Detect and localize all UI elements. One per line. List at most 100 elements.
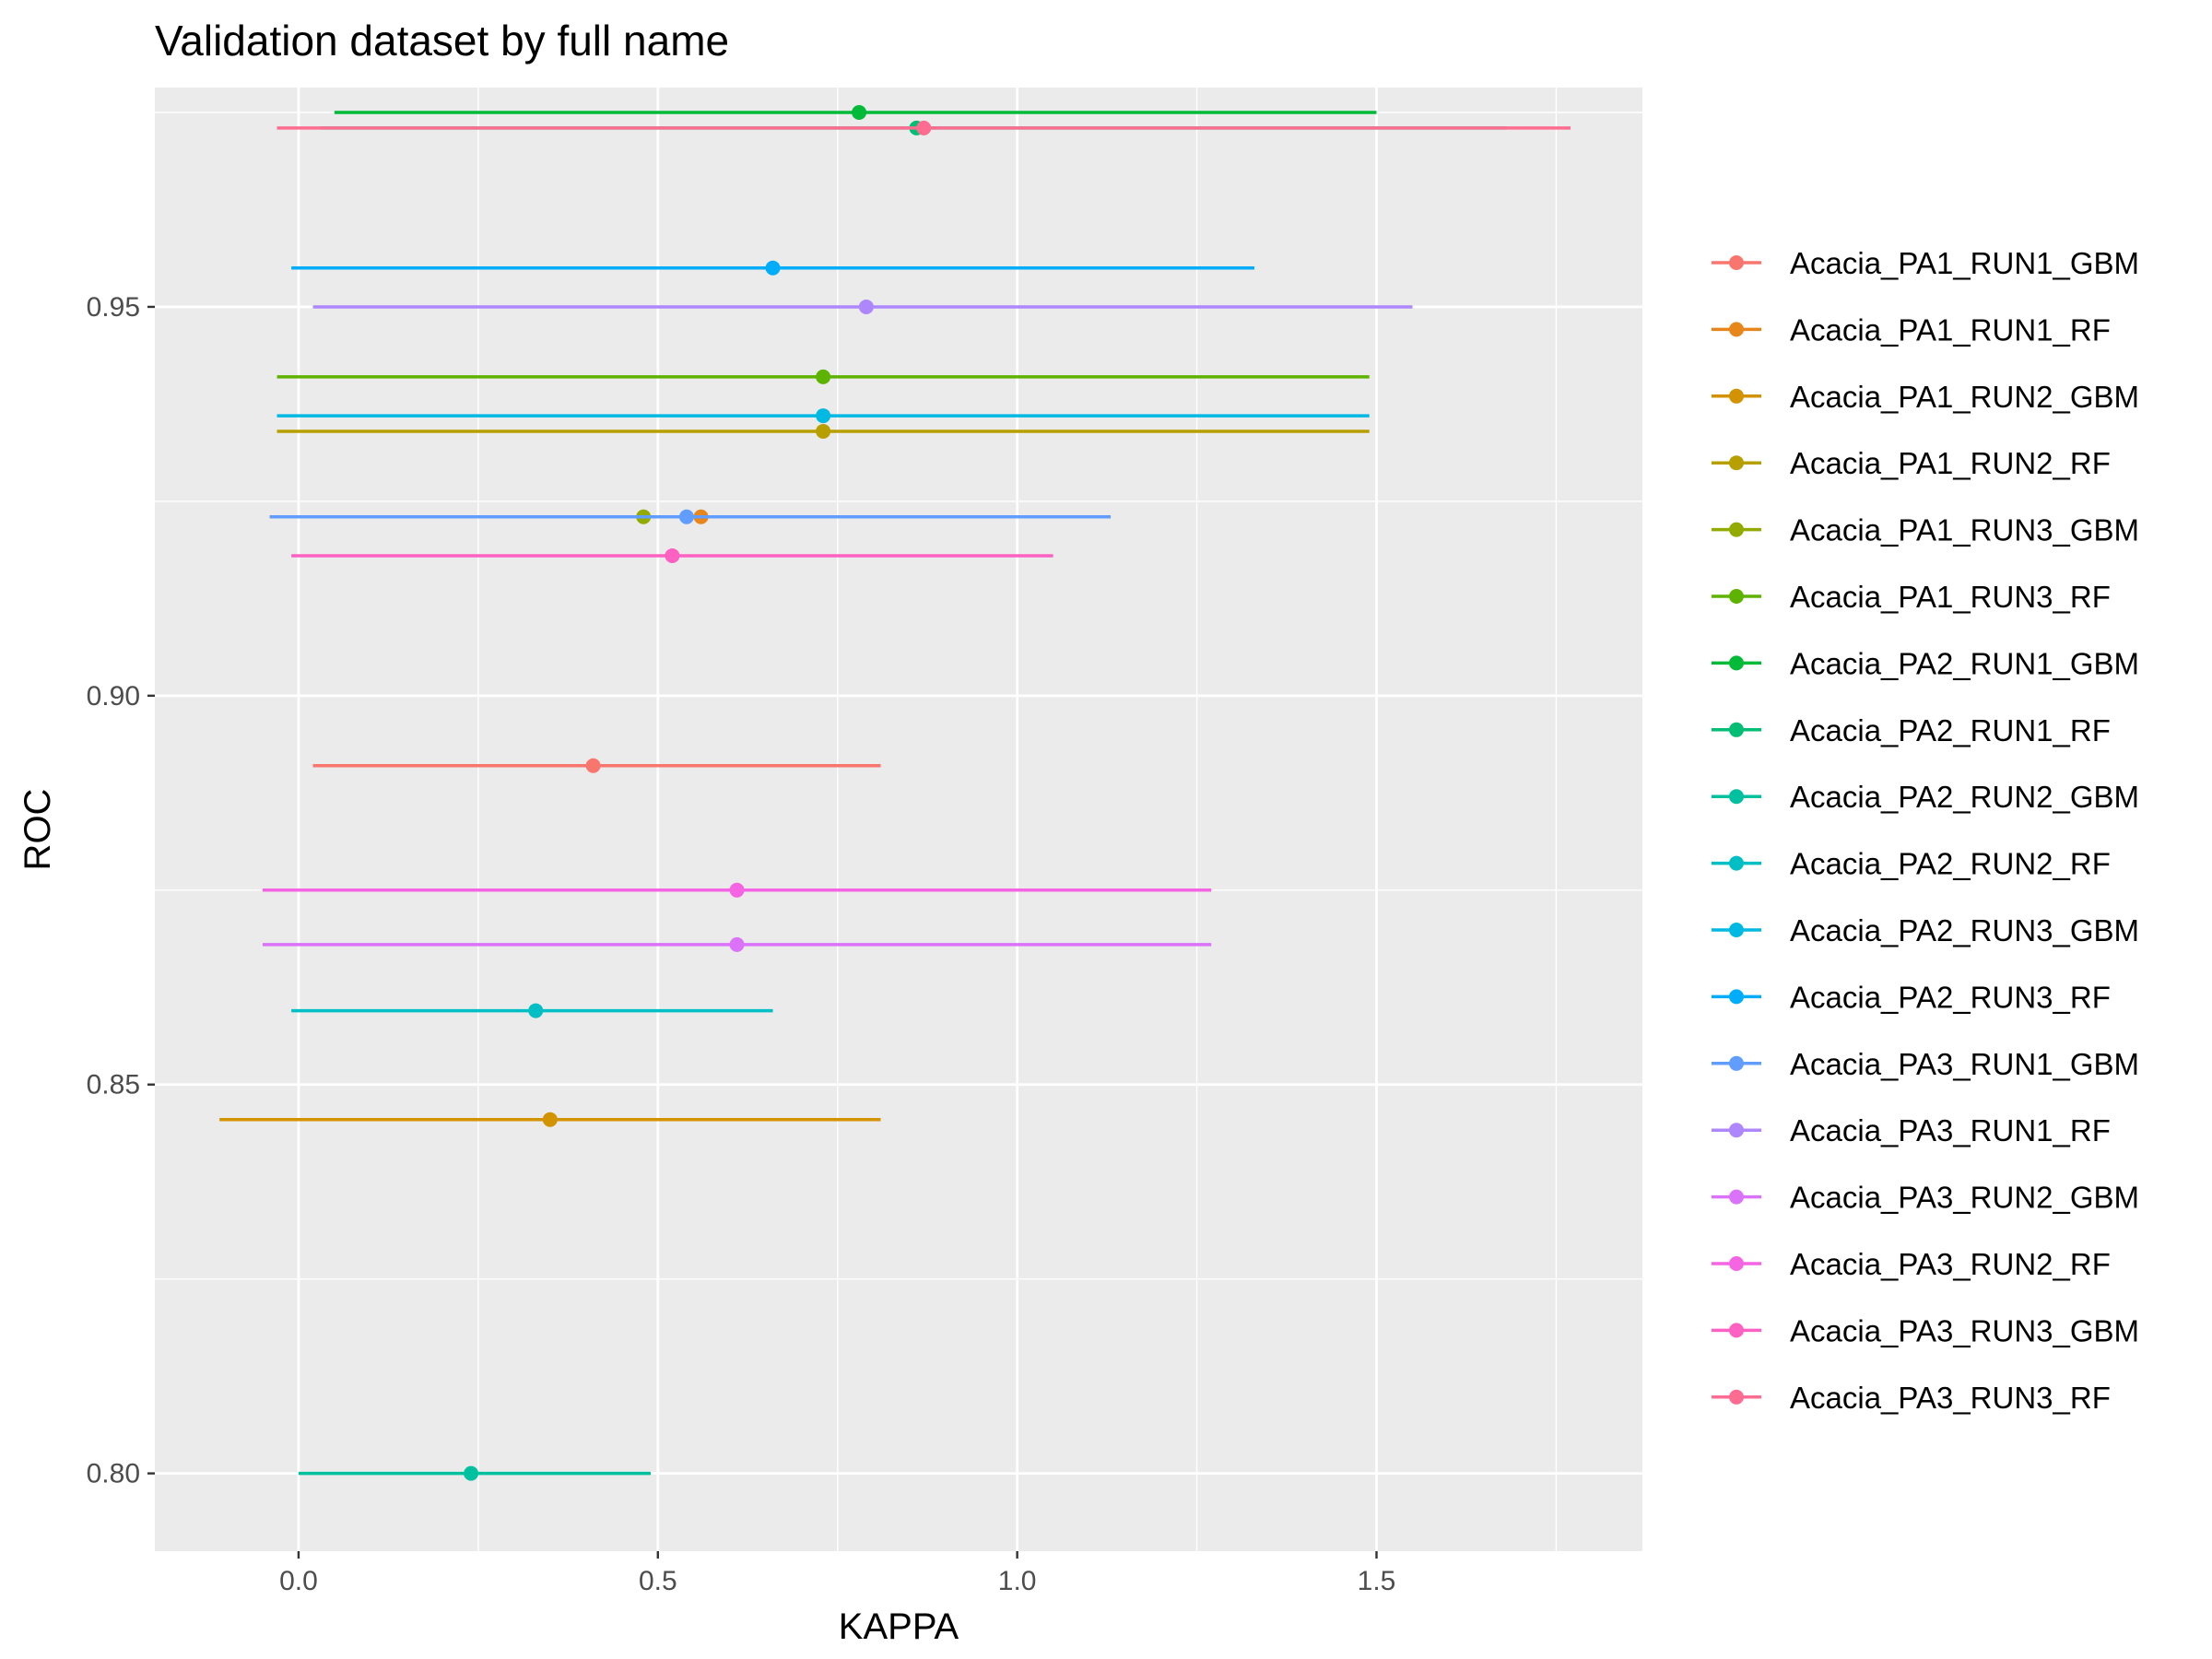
legend-label: Acacia_PA2_RUN1_RF — [1790, 713, 2111, 747]
data-point — [852, 105, 867, 121]
legend-key-point — [1729, 855, 1744, 871]
legend-key-point — [1729, 388, 1744, 404]
legend-label: Acacia_PA3_RUN1_GBM — [1790, 1047, 2139, 1081]
series-Acacia_PA2_RUN2_GBM — [298, 1465, 651, 1481]
series-Acacia_PA3_RUN3_GBM — [291, 547, 1053, 563]
legend-item: Acacia_PA2_RUN3_GBM — [1712, 913, 2139, 947]
plot-panel — [155, 88, 1642, 1551]
data-point — [464, 1465, 479, 1481]
legend-item: Acacia_PA1_RUN2_GBM — [1712, 380, 2139, 414]
series-Acacia_PA1_RUN1_GBM — [312, 758, 881, 773]
series-Acacia_PA3_RUN3_RF — [276, 120, 1571, 135]
legend-key-point — [1729, 655, 1744, 671]
x-axis-title: KAPPA — [839, 1606, 959, 1647]
legend-key-point — [1729, 1123, 1744, 1138]
data-point — [816, 423, 831, 439]
legend-label: Acacia_PA3_RUN2_RF — [1790, 1247, 2111, 1281]
series-Acacia_PA3_RUN2_RF — [262, 882, 1212, 898]
data-layer — [219, 105, 1571, 1481]
legend-label: Acacia_PA2_RUN3_GBM — [1790, 913, 2139, 947]
legend-item: Acacia_PA1_RUN1_RF — [1712, 312, 2111, 347]
x-tick-label: 0.0 — [279, 1566, 318, 1596]
series-Acacia_PA3_RUN1_GBM — [269, 509, 1112, 524]
legend-label: Acacia_PA1_RUN3_GBM — [1790, 513, 2139, 547]
legend-label: Acacia_PA1_RUN1_RF — [1790, 312, 2111, 347]
data-point — [665, 547, 680, 563]
legend-item: Acacia_PA3_RUN2_GBM — [1712, 1181, 2139, 1215]
series-Acacia_PA3_RUN1_RF — [312, 299, 1413, 314]
y-tick-label: 0.80 — [87, 1459, 140, 1489]
series-Acacia_PA2_RUN3_RF — [291, 260, 1254, 276]
series-Acacia_PA2_RUN2_RF — [291, 1003, 773, 1018]
legend-item: Acacia_PA2_RUN1_GBM — [1712, 646, 2139, 680]
legend-item: Acacia_PA2_RUN3_RF — [1712, 980, 2111, 1014]
legend-key-point — [1729, 589, 1744, 604]
series-Acacia_PA2_RUN3_GBM — [276, 408, 1370, 424]
legend-key-point — [1729, 1055, 1744, 1071]
y-tick-label: 0.95 — [87, 292, 140, 323]
legend-item: Acacia_PA1_RUN1_GBM — [1712, 246, 2139, 280]
legend-item: Acacia_PA1_RUN3_RF — [1712, 580, 2111, 614]
legend-key-point — [1729, 1389, 1744, 1405]
legend-label: Acacia_PA1_RUN1_GBM — [1790, 246, 2139, 280]
legend-label: Acacia_PA2_RUN2_RF — [1790, 847, 2111, 881]
data-point — [729, 882, 745, 898]
legend-label: Acacia_PA2_RUN3_RF — [1790, 980, 2111, 1014]
legend-key-point — [1729, 722, 1744, 737]
data-point — [816, 369, 831, 384]
data-point — [858, 299, 874, 314]
legend-key-point — [1729, 522, 1744, 537]
legend-item: Acacia_PA3_RUN2_RF — [1712, 1247, 2111, 1281]
legend-key-point — [1729, 255, 1744, 270]
legend-item: Acacia_PA2_RUN2_GBM — [1712, 780, 2139, 814]
legend-label: Acacia_PA2_RUN2_GBM — [1790, 780, 2139, 814]
y-axis-title: ROC — [18, 789, 58, 871]
legend-key-point — [1729, 322, 1744, 337]
legend-label: Acacia_PA1_RUN3_RF — [1790, 580, 2111, 614]
data-point — [528, 1003, 544, 1018]
series-Acacia_PA2_RUN1_GBM — [334, 105, 1377, 121]
legend-key-point — [1729, 989, 1744, 1005]
data-point — [585, 758, 601, 773]
legend-label: Acacia_PA2_RUN1_GBM — [1790, 646, 2139, 680]
y-tick-label: 0.85 — [87, 1070, 140, 1100]
x-tick-label: 1.0 — [998, 1566, 1037, 1596]
legend-key-point — [1729, 923, 1744, 937]
legend-key-point — [1729, 1256, 1744, 1271]
data-point — [916, 120, 932, 135]
legend-item: Acacia_PA2_RUN2_RF — [1712, 847, 2111, 881]
legend-label: Acacia_PA3_RUN3_RF — [1790, 1381, 2111, 1415]
series-Acacia_PA1_RUN3_RF — [276, 369, 1370, 384]
legend-item: Acacia_PA3_RUN3_GBM — [1712, 1313, 2139, 1347]
legend-item: Acacia_PA3_RUN3_RF — [1712, 1381, 2111, 1415]
legend-item: Acacia_PA3_RUN1_GBM — [1712, 1047, 2139, 1081]
legend-key-point — [1729, 1189, 1744, 1205]
legend-key-point — [1729, 789, 1744, 805]
series-Acacia_PA1_RUN2_GBM — [219, 1112, 881, 1127]
legend-key-point — [1729, 455, 1744, 471]
data-point — [816, 408, 831, 424]
legend-label: Acacia_PA3_RUN1_RF — [1790, 1113, 2111, 1147]
legend-key-point — [1729, 1323, 1744, 1338]
data-point — [765, 260, 781, 276]
legend-label: Acacia_PA3_RUN3_GBM — [1790, 1313, 2139, 1347]
x-tick-label: 0.5 — [639, 1566, 677, 1596]
series-Acacia_PA3_RUN2_GBM — [262, 936, 1212, 952]
x-tick-label: 1.5 — [1358, 1566, 1396, 1596]
data-point — [729, 936, 745, 952]
legend-item: Acacia_PA1_RUN2_RF — [1712, 446, 2111, 480]
legend-label: Acacia_PA1_RUN2_RF — [1790, 446, 2111, 480]
series-Acacia_PA1_RUN2_RF — [276, 423, 1370, 439]
legend-item: Acacia_PA2_RUN1_RF — [1712, 713, 2111, 747]
data-point — [542, 1112, 558, 1127]
legend-label: Acacia_PA3_RUN2_GBM — [1790, 1181, 2139, 1215]
axes: 0.0 0.5 1.0 1.5 0.80 0.85 0.90 0.95 — [87, 292, 1396, 1596]
legend-item: Acacia_PA3_RUN1_RF — [1712, 1113, 2111, 1147]
y-tick-label: 0.90 — [87, 681, 140, 712]
legend-label: Acacia_PA1_RUN2_GBM — [1790, 380, 2139, 414]
chart-title: Validation dataset by full name — [155, 17, 729, 65]
plot-background — [155, 88, 1642, 1551]
data-point — [678, 509, 694, 524]
